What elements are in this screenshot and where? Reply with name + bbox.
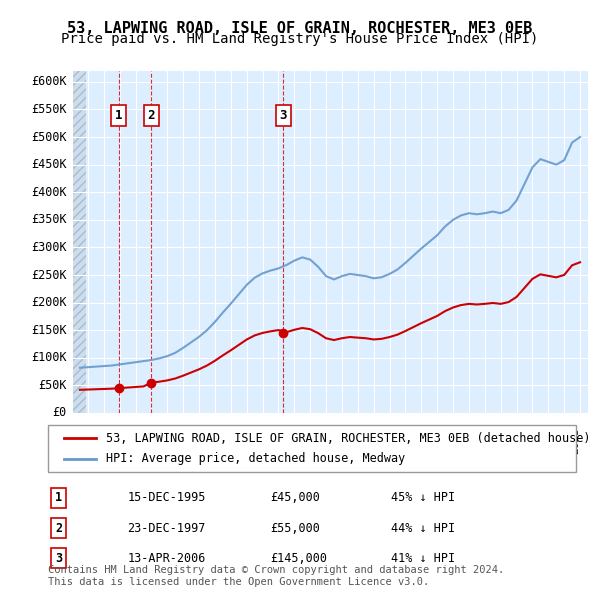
Text: £150K: £150K — [31, 324, 67, 337]
Text: 41% ↓ HPI: 41% ↓ HPI — [391, 552, 455, 565]
Text: 53, LAPWING ROAD, ISLE OF GRAIN, ROCHESTER, ME3 0EB (detached house): 53, LAPWING ROAD, ISLE OF GRAIN, ROCHEST… — [106, 431, 590, 444]
Text: £0: £0 — [53, 407, 67, 419]
Text: 2024: 2024 — [554, 427, 564, 454]
Text: £550K: £550K — [31, 103, 67, 116]
Text: 2023: 2023 — [538, 427, 548, 454]
Text: 1999: 1999 — [157, 427, 167, 454]
Text: 2006: 2006 — [268, 427, 278, 454]
Text: £145,000: £145,000 — [270, 552, 327, 565]
Text: 2020: 2020 — [491, 427, 500, 454]
Text: HPI: Average price, detached house, Medway: HPI: Average price, detached house, Medw… — [106, 453, 406, 466]
Text: 2003: 2003 — [221, 427, 231, 454]
Text: 2025: 2025 — [570, 427, 580, 454]
Text: 2008: 2008 — [300, 427, 310, 454]
Text: £55,000: £55,000 — [270, 522, 320, 535]
Text: 2001: 2001 — [189, 427, 199, 454]
Text: £500K: £500K — [31, 130, 67, 143]
Text: 2021: 2021 — [506, 427, 517, 454]
Text: 2014: 2014 — [395, 427, 406, 454]
Text: 53, LAPWING ROAD, ISLE OF GRAIN, ROCHESTER, ME3 0EB: 53, LAPWING ROAD, ISLE OF GRAIN, ROCHEST… — [67, 21, 533, 35]
Text: £250K: £250K — [31, 268, 67, 281]
Text: £45,000: £45,000 — [270, 491, 320, 504]
Text: 3: 3 — [279, 109, 287, 122]
Text: 1994: 1994 — [78, 427, 88, 454]
Text: 2010: 2010 — [332, 427, 342, 454]
Text: £300K: £300K — [31, 241, 67, 254]
Text: 2015: 2015 — [411, 427, 421, 454]
Text: 1995: 1995 — [94, 427, 104, 454]
Text: 23-DEC-1997: 23-DEC-1997 — [127, 522, 206, 535]
Text: 2000: 2000 — [173, 427, 183, 454]
Text: £600K: £600K — [31, 76, 67, 88]
Text: Price paid vs. HM Land Registry's House Price Index (HPI): Price paid vs. HM Land Registry's House … — [61, 32, 539, 47]
Text: 2022: 2022 — [523, 427, 532, 454]
Text: 2: 2 — [148, 109, 155, 122]
Text: 3: 3 — [55, 552, 62, 565]
Text: 1997: 1997 — [125, 427, 136, 454]
Text: 1998: 1998 — [142, 427, 151, 454]
Text: 2009: 2009 — [316, 427, 326, 454]
Text: 2004: 2004 — [236, 427, 247, 454]
Text: 2018: 2018 — [459, 427, 469, 454]
Text: 2005: 2005 — [253, 427, 263, 454]
Text: 15-DEC-1995: 15-DEC-1995 — [127, 491, 206, 504]
Text: 2012: 2012 — [364, 427, 374, 454]
Text: 2016: 2016 — [427, 427, 437, 454]
Text: £50K: £50K — [38, 379, 67, 392]
Text: 1: 1 — [55, 491, 62, 504]
Text: 13-APR-2006: 13-APR-2006 — [127, 552, 206, 565]
Text: 45% ↓ HPI: 45% ↓ HPI — [391, 491, 455, 504]
Text: 2013: 2013 — [380, 427, 389, 454]
Text: 2019: 2019 — [475, 427, 485, 454]
Text: £100K: £100K — [31, 351, 67, 364]
Text: 2011: 2011 — [348, 427, 358, 454]
Text: 2007: 2007 — [284, 427, 294, 454]
Text: 1996: 1996 — [110, 427, 119, 454]
Text: 1: 1 — [115, 109, 123, 122]
FancyBboxPatch shape — [48, 425, 576, 472]
Text: 44% ↓ HPI: 44% ↓ HPI — [391, 522, 455, 535]
Text: £400K: £400K — [31, 186, 67, 199]
Text: £450K: £450K — [31, 158, 67, 171]
Text: 2017: 2017 — [443, 427, 453, 454]
Text: 2: 2 — [55, 522, 62, 535]
Bar — [72, 71, 86, 413]
Text: £200K: £200K — [31, 296, 67, 309]
Text: 2002: 2002 — [205, 427, 215, 454]
Text: £350K: £350K — [31, 214, 67, 227]
Text: Contains HM Land Registry data © Crown copyright and database right 2024.
This d: Contains HM Land Registry data © Crown c… — [48, 565, 504, 587]
Text: 1993: 1993 — [62, 427, 72, 454]
